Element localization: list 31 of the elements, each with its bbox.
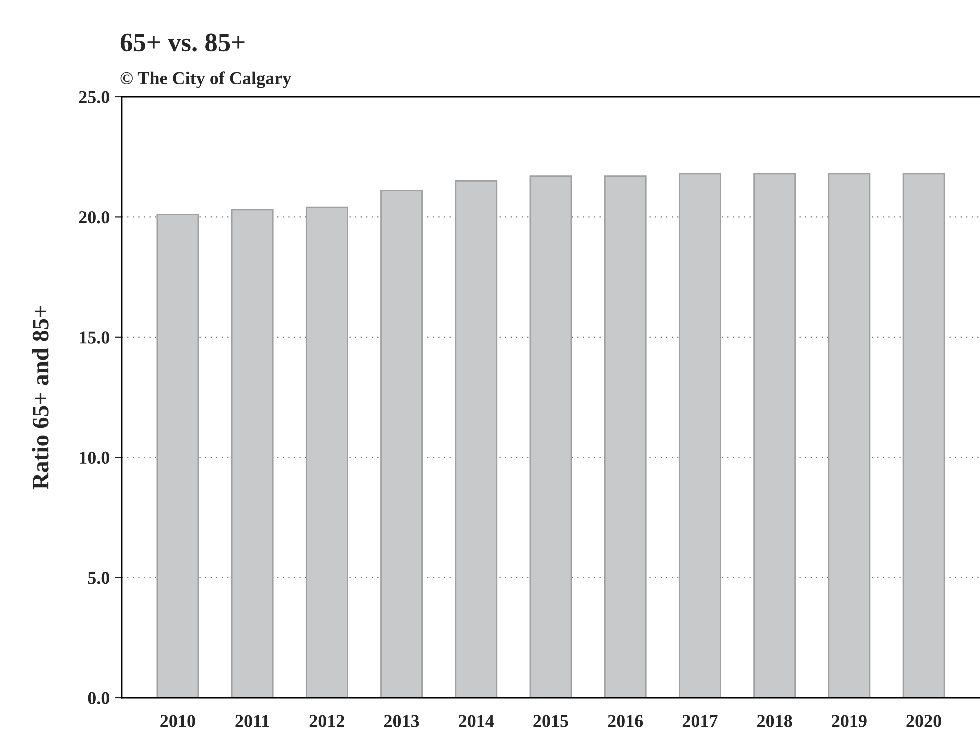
x-tick-label: 2010: [160, 715, 196, 728]
y-axis-title: Ratio 65+ and 85+: [32, 306, 49, 490]
y-tick-label: 0.0: [88, 692, 110, 705]
x-tick-label: 2014: [459, 715, 494, 728]
bar: [306, 206, 348, 698]
x-tick-label: 2016: [608, 715, 644, 728]
x-tick-label: 2020: [906, 715, 942, 728]
bar: [455, 180, 498, 698]
x-tick-label: 2019: [832, 715, 867, 728]
bar: [828, 173, 871, 698]
y-tick-label: 15.0: [80, 332, 110, 344]
bar: [156, 214, 200, 698]
bar: [679, 173, 722, 698]
chart-title: 65+ vs. 85+: [120, 34, 245, 52]
chart-subtitle: © The City of Calgary: [120, 72, 292, 88]
x-tick-label: 2012: [310, 715, 344, 728]
bar: [530, 176, 572, 698]
y-tick-label: 10.0: [80, 452, 110, 464]
x-tick-label: 2011: [236, 715, 270, 728]
x-tick-label: 2015: [534, 715, 568, 728]
x-tick-label: 2017: [682, 715, 718, 728]
bar: [604, 176, 647, 698]
bar: [380, 190, 423, 698]
x-tick-label: 2018: [758, 715, 792, 728]
y-tick-label: 5.0: [88, 572, 110, 584]
y-tick-label: 25.0: [79, 91, 110, 104]
y-tick-label: 20.0: [79, 211, 110, 224]
bar: [754, 173, 796, 698]
bar: [902, 173, 946, 698]
x-tick-label: 2013: [384, 715, 420, 728]
bar: [231, 209, 274, 698]
